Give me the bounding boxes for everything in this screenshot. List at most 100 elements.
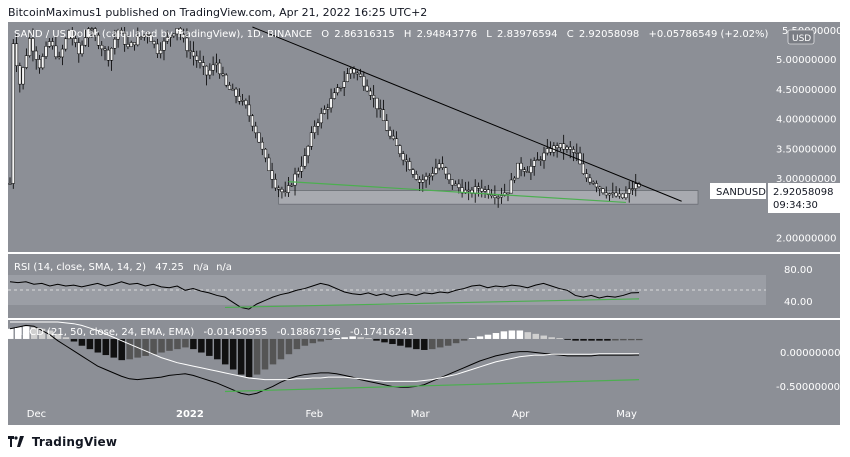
candle-body (270, 170, 274, 180)
macd-signal-line (10, 321, 640, 382)
candle-body (15, 43, 19, 66)
macd-histogram-bar (492, 333, 500, 339)
candle-body (490, 194, 494, 197)
publish-info: BitcoinMaximus1 published on TradingView… (8, 6, 428, 19)
candle-body (290, 184, 294, 187)
candle-body (28, 38, 32, 56)
candle-body (624, 193, 628, 199)
macd-value-2: -0.18867196 (277, 327, 341, 338)
candle-body (408, 161, 412, 170)
macd-histogram-bar (532, 333, 540, 339)
chart-canvas[interactable]: 5.50000000 5.000000004.500000004.0000000… (8, 22, 840, 425)
macd-histogram-bar (604, 338, 611, 341)
candle-body (70, 30, 74, 39)
time-axis-label: May (616, 409, 637, 420)
macd-histogram-bar (198, 338, 205, 353)
candle-body (581, 163, 585, 174)
macd-histogram-bar (158, 338, 165, 353)
candle-body (146, 34, 150, 37)
rsi-na-1: n/a (193, 262, 209, 273)
time-axis-label: Apr (512, 409, 530, 420)
candle-body (250, 115, 254, 127)
candle-body (486, 189, 490, 195)
macd-pane[interactable] (8, 320, 766, 402)
candle-body (506, 192, 510, 195)
candle-body (11, 43, 15, 184)
candle-body (634, 183, 638, 189)
macd-histogram-bar (229, 338, 237, 370)
macd-histogram-bar (62, 337, 70, 339)
macd-histogram-bar (500, 331, 508, 339)
candle-body (578, 152, 582, 165)
candle-body (142, 34, 146, 38)
macd-histogram-bar (405, 338, 412, 348)
macd-histogram-bar (389, 338, 396, 345)
candle-body (529, 166, 533, 173)
candle-body (273, 179, 277, 189)
macd-histogram-bar (317, 338, 325, 342)
macd-histogram-bar (182, 338, 189, 348)
candle-body (191, 51, 196, 57)
candle-body (598, 186, 602, 189)
price-pane[interactable] (8, 22, 766, 252)
tradingview-logo-icon (8, 435, 24, 447)
macd-histogram-bar (301, 338, 309, 346)
macd-value-3: -0.17416241 (350, 327, 414, 338)
candle-body (24, 55, 28, 68)
rsi-support-line[interactable] (224, 298, 640, 309)
candle-body (483, 189, 487, 192)
candle-body (385, 120, 389, 131)
macd-histogram-bar (365, 338, 372, 339)
macd-histogram-bar (214, 338, 221, 360)
currency-badge[interactable] (787, 29, 815, 45)
candle-body (342, 81, 346, 88)
price-axis-label: 5.00000000 (776, 55, 836, 66)
time-axis-label: Dec (27, 409, 46, 420)
price-axis-label: 3.50000000 (776, 144, 836, 155)
macd-histogram-bar (190, 338, 197, 350)
candle-body (172, 33, 176, 37)
candle-body (336, 87, 340, 94)
macd-histogram-bar (277, 338, 285, 360)
candle-body (447, 173, 451, 181)
macd-histogram (8, 326, 643, 378)
candle-body (18, 65, 22, 85)
time-axis[interactable] (8, 402, 840, 425)
candle-body (201, 62, 205, 67)
macd-axis[interactable] (766, 320, 840, 402)
candle-body (493, 195, 497, 198)
candle-body (565, 146, 569, 150)
candle-body (611, 192, 615, 195)
rsi-axis[interactable] (766, 254, 840, 318)
candle-body (224, 74, 228, 86)
footer-brand[interactable]: TradingView (8, 434, 117, 452)
candle-body (162, 40, 166, 51)
macd-histogram-bar (397, 338, 404, 346)
candle-body (388, 130, 392, 137)
macd-histogram-bar (580, 338, 587, 341)
candle-body (585, 173, 589, 179)
macd-histogram-bar (612, 338, 619, 341)
macd-histogram-bar (293, 338, 301, 350)
candle-body (283, 191, 287, 194)
price-axis[interactable] (766, 22, 840, 252)
candle-body (365, 85, 369, 92)
candle-body (286, 185, 291, 193)
candle-body (57, 56, 61, 59)
candle-body (476, 186, 481, 189)
candle-body (437, 163, 441, 169)
support-trend-line[interactable] (288, 181, 626, 204)
legend-open: 2.86316315 (334, 29, 394, 40)
macd-histogram-bar (134, 338, 141, 358)
macd-support-line[interactable] (224, 379, 640, 393)
candle-body (237, 95, 241, 102)
candle-body (391, 135, 395, 140)
candle-body (575, 152, 579, 154)
descending-resistance-line[interactable] (252, 26, 682, 202)
macd-histogram-bar (444, 338, 452, 346)
macd-histogram-bar (596, 338, 603, 341)
macd-histogram-bar (38, 328, 46, 339)
candle-body (231, 88, 235, 91)
candle-body (467, 189, 471, 192)
time-axis-labels: Dec 2022 Feb Mar Apr May (27, 409, 637, 420)
